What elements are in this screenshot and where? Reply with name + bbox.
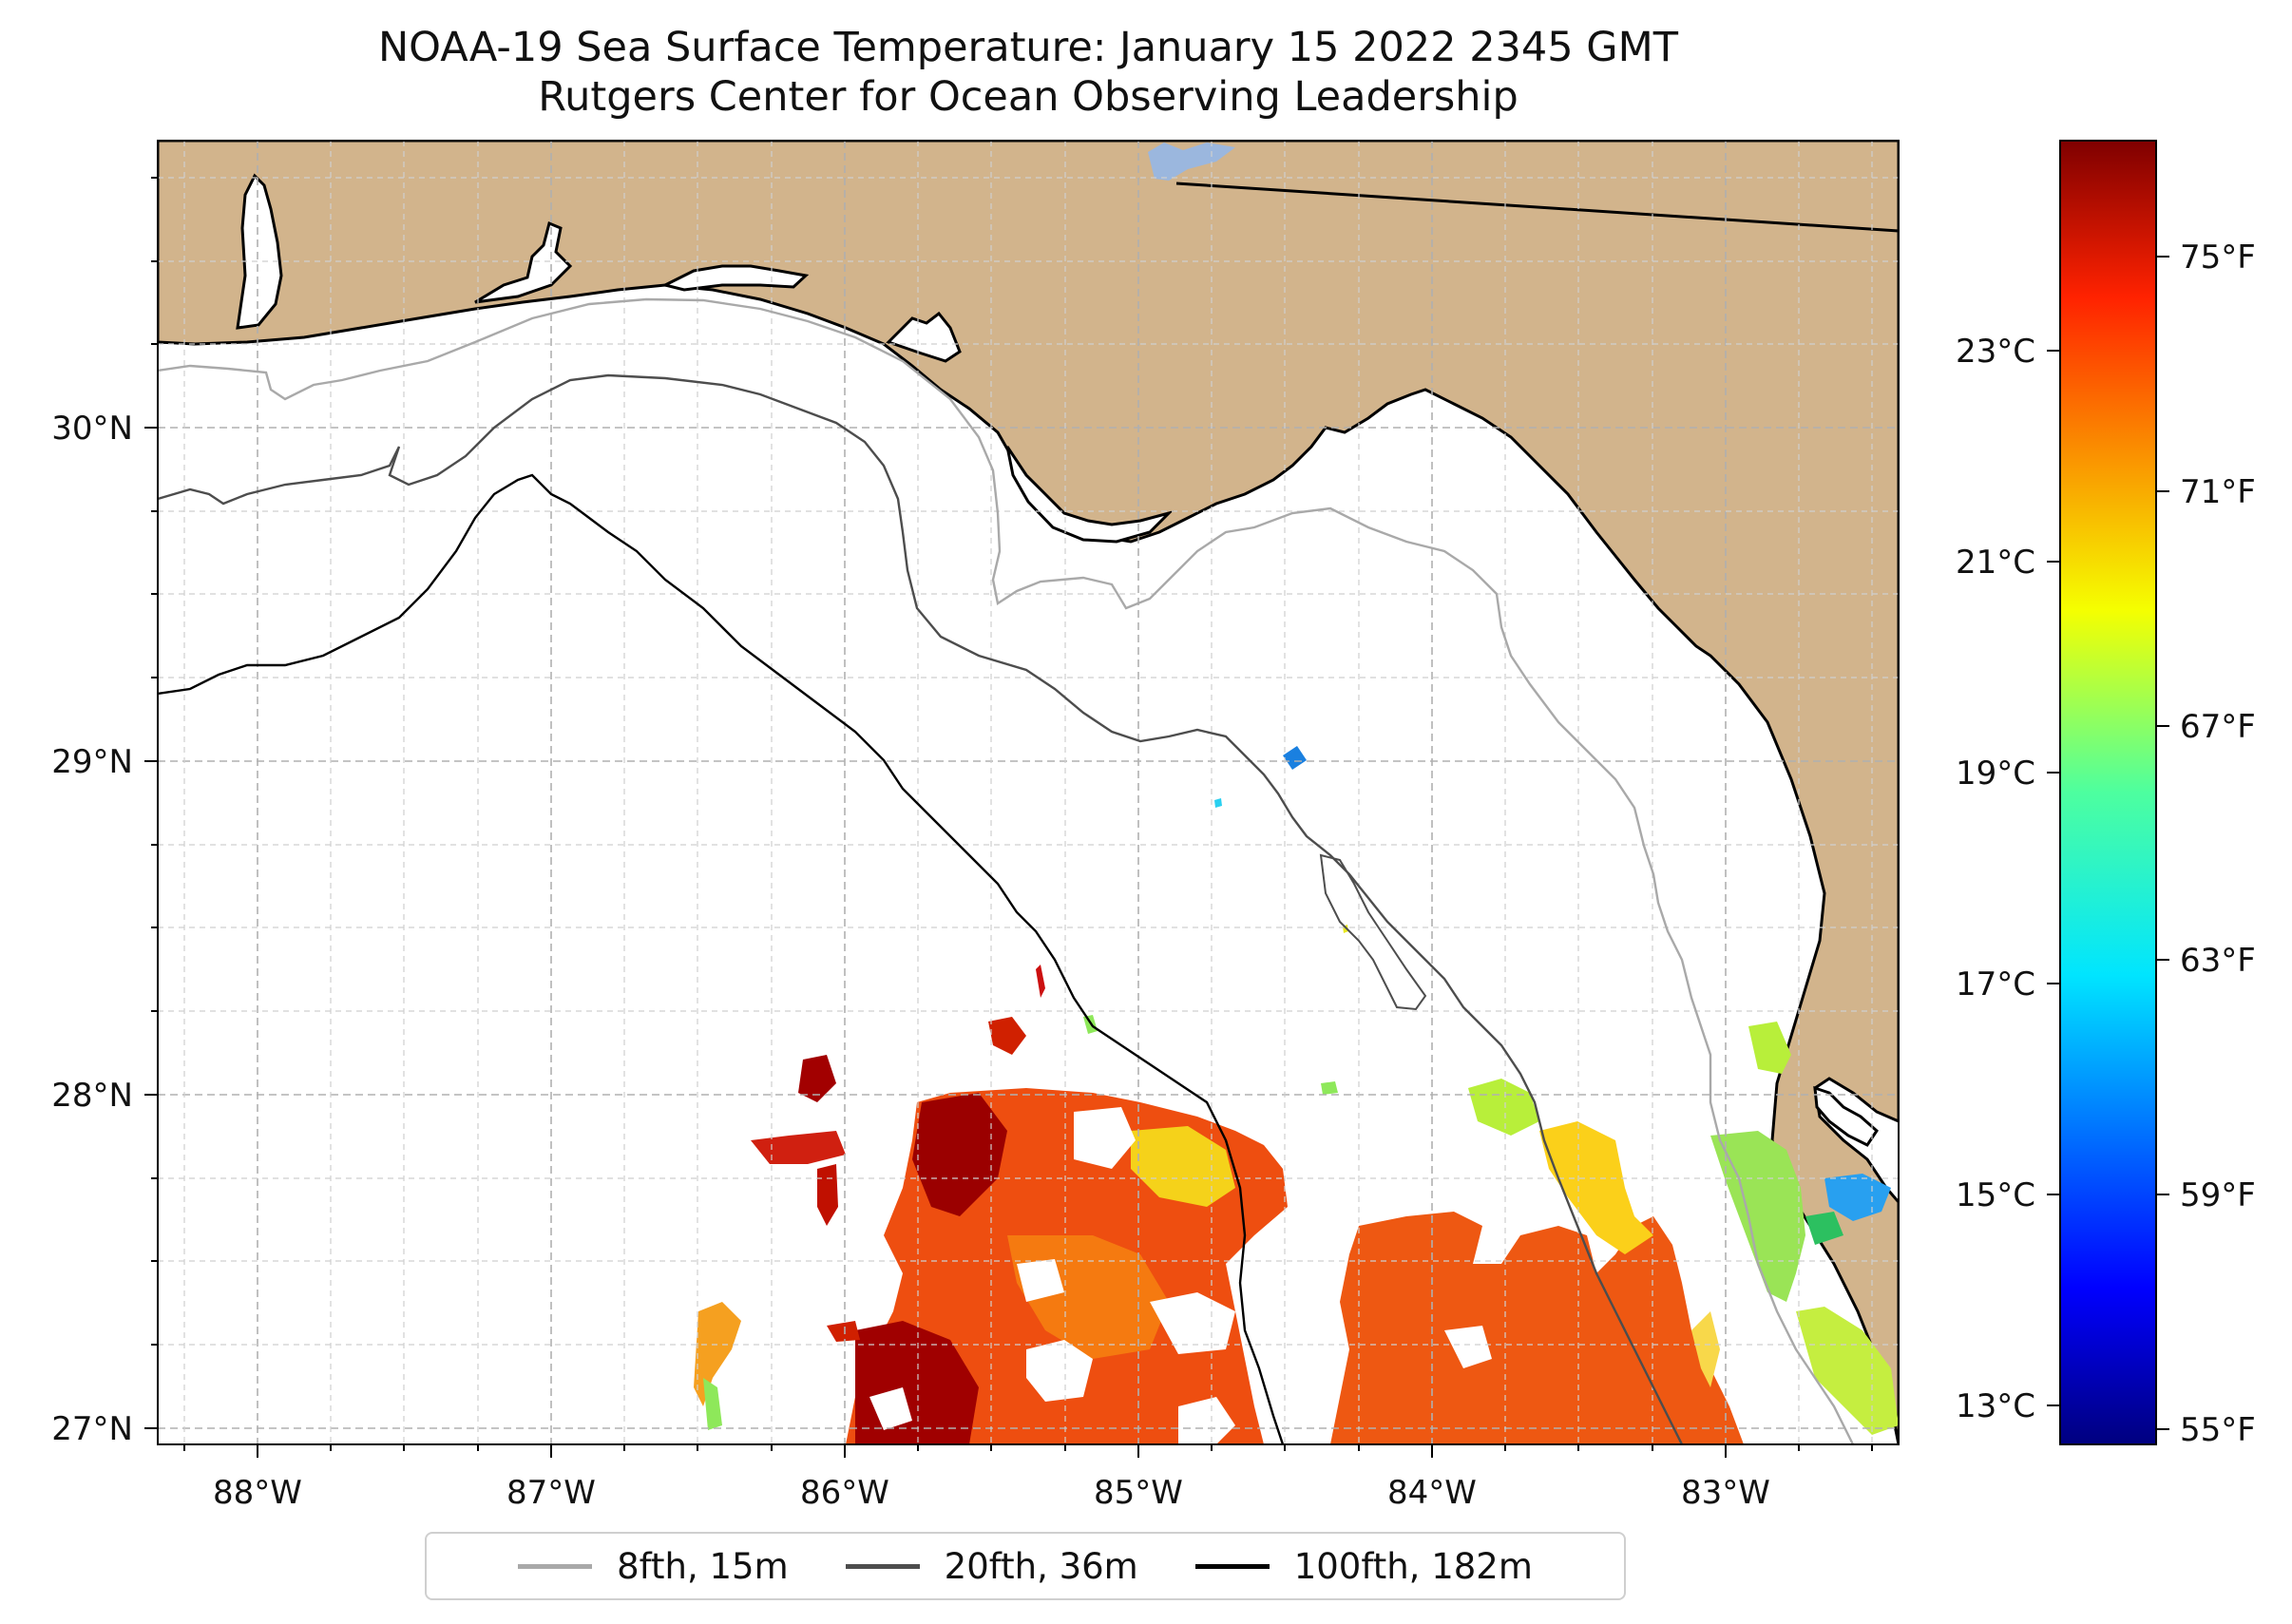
apalachicola-bay (1005, 446, 1175, 544)
sst-patch (1444, 1326, 1492, 1368)
choctawhatchee-bay (660, 264, 810, 292)
pensacola-bay (474, 220, 573, 304)
isobath-20fth-islands (1319, 853, 1427, 1011)
lon-tick-marks (183, 1444, 1873, 1458)
colorbar-f-label: 59°F (2180, 1176, 2256, 1214)
sst-patch (1805, 1212, 1843, 1245)
sst-patch (1150, 1292, 1235, 1354)
colorbar-f-label: 63°F (2180, 942, 2256, 980)
legend-item-8fth: 8fth, 15m (518, 1546, 789, 1587)
lat-label: 30°N (51, 410, 133, 448)
title-line-2: Rutgers Center for Ocean Observing Leade… (538, 73, 1518, 121)
sst-patch (703, 1378, 722, 1430)
lake-seminole (1148, 143, 1235, 181)
lon-label: 84°W (1387, 1474, 1477, 1512)
sst-patch (1017, 1259, 1064, 1302)
legend-label: 20fth, 36m (944, 1545, 1138, 1587)
colorbar-c-label: 13°C (1956, 1387, 2035, 1425)
colorbar-gradient (2059, 140, 2157, 1445)
colorbar-f-label: 55°F (2180, 1411, 2256, 1449)
st-andrew-bay (886, 311, 962, 363)
chart-title: NOAA-19 Sea Surface Temperature: January… (158, 23, 1899, 122)
colorbar: 23°C 21°C 19°C 17°C 15°C 13°C 75°F 71°F … (1956, 140, 2256, 1449)
legend-swatch-20fth (845, 1563, 920, 1569)
lon-label: 87°W (506, 1474, 596, 1512)
colorbar-c-label: 17°C (1956, 965, 2035, 1003)
sst-patch (1131, 1126, 1235, 1207)
colorbar-f-label: 67°F (2180, 708, 2256, 746)
legend: 8fth, 15m 20fth, 36m 100fth, 182m (425, 1532, 1626, 1600)
lon-label: 83°W (1681, 1474, 1770, 1512)
sst-patch (1539, 1121, 1653, 1254)
sst-patch (1026, 1340, 1093, 1402)
isobath-100fth-182m (158, 473, 1285, 1444)
sst-patch (1283, 746, 1307, 770)
lon-label: 88°W (213, 1474, 302, 1512)
legend-swatch-100fth (1194, 1563, 1270, 1569)
sst-patch (1074, 1107, 1136, 1169)
major-gridlines (158, 141, 1899, 1444)
sst-data (694, 746, 1899, 1444)
lon-label: 85°W (1094, 1474, 1183, 1512)
sst-patch (1468, 1079, 1539, 1136)
lon-label: 86°W (800, 1474, 889, 1512)
colorbar-c-label: 23°C (1956, 333, 2035, 371)
state-border (1175, 182, 1899, 233)
sst-patch (912, 1093, 1007, 1216)
sst-patch (751, 1131, 846, 1164)
sst-patch (869, 1387, 912, 1430)
map-frame (157, 140, 1900, 1445)
mobile-bay (236, 173, 283, 330)
sst-patch (1796, 1307, 1899, 1435)
sst-patch (1214, 798, 1222, 808)
colorbar-f-label: 71°F (2180, 473, 2256, 511)
map-area[interactable] (158, 141, 1899, 1444)
sst-patch (798, 1055, 836, 1102)
sst-patch (1036, 965, 1045, 998)
colorbar-c-label: 15°C (1956, 1176, 2035, 1214)
lat-label: 28°N (51, 1077, 133, 1115)
sst-patch (1691, 1311, 1720, 1387)
legend-swatch-8fth (518, 1563, 593, 1569)
sst-patch (1321, 1081, 1338, 1095)
sst-patch (1748, 1022, 1791, 1074)
lat-label: 29°N (51, 743, 133, 781)
sst-patch (988, 1017, 1026, 1055)
title-line-1: NOAA-19 Sea Surface Temperature: January… (378, 24, 1678, 71)
colorbar-c-label: 19°C (1956, 755, 2035, 793)
isobath-20fth-36m (158, 373, 1684, 1444)
legend-label: 100fth, 182m (1293, 1545, 1533, 1587)
sst-patch (827, 1321, 860, 1342)
colorbar-f-label: 75°F (2180, 239, 2256, 277)
lat-label: 27°N (51, 1410, 133, 1448)
sst-patch (1178, 1397, 1235, 1444)
sst-patch (1330, 1212, 1744, 1444)
lat-tick-marks (144, 177, 158, 1429)
minor-gridlines (158, 141, 1899, 1444)
sst-patch (1710, 1131, 1805, 1302)
sst-patch (1824, 1174, 1891, 1221)
sst-patch (817, 1164, 838, 1226)
legend-label: 8fth, 15m (617, 1545, 789, 1587)
legend-item-20fth: 20fth, 36m (845, 1545, 1138, 1587)
legend-item-100fth: 100fth, 182m (1194, 1545, 1533, 1587)
colorbar-c-label: 21°C (1956, 544, 2035, 582)
isobath-8fth-15m (158, 297, 1855, 1444)
